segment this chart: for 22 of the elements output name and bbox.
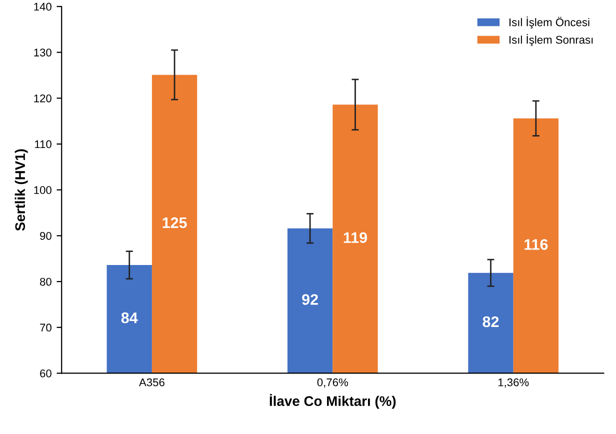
x-tick-label: 1,36% [498, 378, 529, 388]
x-axis-title: İlave Co Miktarı (%) [270, 394, 396, 409]
legend-label: Isıl İşlem Öncesi [510, 16, 590, 28]
x-tick-label: A356 [138, 378, 164, 386]
data-label: 82 [482, 316, 499, 328]
data-label: 125 [162, 217, 187, 228]
data-label: 84 [121, 312, 138, 324]
y-tick-label: 100 [34, 186, 52, 194]
y-tick-label: 120 [34, 94, 52, 102]
y-tick-label: 90 [40, 232, 52, 240]
legend-label: Isıl İşlem Sonrası [510, 34, 593, 46]
x-tick-label: 0,76% [317, 378, 348, 388]
y-axis-title: Sertlik (HV1) [14, 149, 28, 231]
y-tick-label: 130 [34, 48, 52, 56]
y-tick-label: 70 [40, 324, 52, 332]
data-label: 119 [344, 232, 367, 244]
data-label: 116 [524, 239, 548, 250]
y-tick-label: 60 [40, 370, 52, 378]
y-tick-label: 110 [35, 140, 52, 148]
y-tick-label: 80 [40, 278, 52, 286]
y-tick-label: 140 [34, 2, 52, 11]
data-label: 92 [302, 294, 318, 305]
